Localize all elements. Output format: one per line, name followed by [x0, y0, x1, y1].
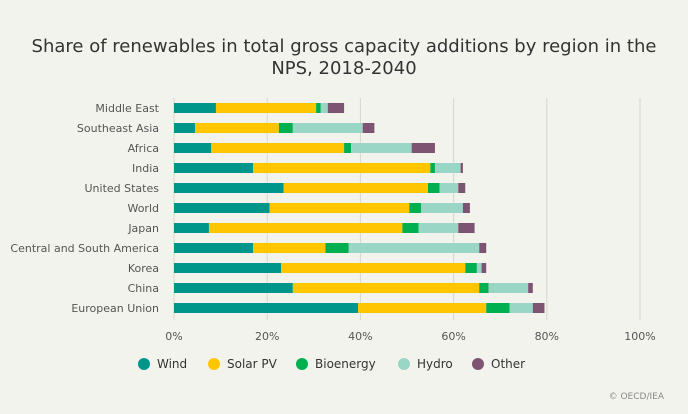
x-tick-label: 100% — [624, 330, 655, 343]
category-label: Central and South America — [10, 242, 159, 255]
bar-segment — [208, 223, 403, 233]
bar-segment — [174, 263, 282, 273]
bar-segment — [411, 143, 435, 153]
category-label: Africa — [128, 142, 159, 155]
bar-segment — [528, 283, 533, 293]
bar-segment — [174, 163, 254, 173]
bar-segment — [327, 103, 345, 113]
bar-segment — [362, 123, 375, 133]
bar-segment — [211, 143, 345, 153]
bar-segment — [174, 283, 293, 293]
category-label: Japan — [127, 222, 159, 235]
bar-segment — [439, 183, 459, 193]
bar-segment — [253, 243, 326, 253]
bar-segment — [174, 143, 212, 153]
x-tick-label: 20% — [255, 330, 279, 343]
chart-title-line-2: NPS, 2018-2040 — [271, 58, 417, 79]
legend-label: Wind — [157, 357, 187, 371]
bar-segment — [409, 203, 421, 213]
legend-marker — [208, 358, 220, 370]
bar-segment — [351, 143, 412, 153]
bar-segment — [281, 263, 466, 273]
bar-segment — [348, 243, 480, 253]
bar-segment — [509, 303, 533, 313]
category-label: Southeast Asia — [77, 122, 159, 135]
bar-segment — [460, 163, 463, 173]
chart-title-line-1: Share of renewables in total gross capac… — [31, 36, 657, 57]
category-label: United States — [85, 182, 160, 195]
bar-segment — [325, 243, 349, 253]
bar-segment — [174, 303, 359, 313]
bar-segment — [194, 123, 279, 133]
bar-segment — [358, 303, 487, 313]
bar-segment — [344, 143, 352, 153]
copyright-credit: © OECD/IEA — [608, 392, 664, 402]
category-label: Korea — [128, 262, 159, 275]
category-label: China — [128, 282, 159, 295]
bar-segment — [420, 203, 463, 213]
bar-segment — [174, 123, 195, 133]
bar-segment — [479, 283, 489, 293]
legend-marker — [138, 358, 150, 370]
bar-segment — [174, 203, 270, 213]
bar-segment — [465, 263, 477, 273]
bar-segment — [320, 103, 328, 113]
bar-segment — [418, 223, 459, 233]
bar-segment — [486, 303, 510, 313]
bar-segment — [427, 183, 440, 193]
bar-segment — [174, 223, 209, 233]
bar-segment — [458, 183, 466, 193]
legend-marker — [296, 358, 308, 370]
x-tick-label: 40% — [348, 330, 372, 343]
bar-segment — [316, 103, 321, 113]
bar-segment — [174, 243, 254, 253]
bar-segment — [174, 183, 284, 193]
bar-segment — [462, 203, 470, 213]
bar-segment — [488, 283, 529, 293]
bar-segment — [458, 223, 475, 233]
bar-segment — [174, 103, 216, 113]
bar-segment — [532, 303, 545, 313]
x-tick-label: 80% — [535, 330, 559, 343]
bar-segment — [479, 243, 487, 253]
legend-label: Solar PV — [227, 357, 278, 371]
category-label: World — [127, 202, 159, 215]
bar-segment — [434, 163, 461, 173]
bar-segment — [476, 263, 482, 273]
bar-segment — [292, 123, 363, 133]
legend-label: Bioenergy — [315, 357, 376, 371]
bar-segment — [215, 103, 317, 113]
bar-segment — [278, 123, 293, 133]
legend-marker — [472, 358, 484, 370]
bar-segment — [283, 183, 428, 193]
bar-segment — [292, 283, 480, 293]
legend-label: Hydro — [417, 357, 453, 371]
category-label: European Union — [71, 302, 159, 315]
x-tick-label: 0% — [165, 330, 182, 343]
bar-segment — [481, 263, 487, 273]
category-label: India — [132, 162, 159, 175]
bar-segment — [253, 163, 431, 173]
chart-title: Share of renewables in total gross capac… — [0, 36, 688, 80]
category-label: Middle East — [95, 102, 159, 115]
legend-marker — [398, 358, 410, 370]
legend-label: Other — [491, 357, 525, 371]
bar-segment — [269, 203, 410, 213]
bar-segment — [402, 223, 419, 233]
x-tick-label: 60% — [441, 330, 465, 343]
bar-segment — [430, 163, 435, 173]
